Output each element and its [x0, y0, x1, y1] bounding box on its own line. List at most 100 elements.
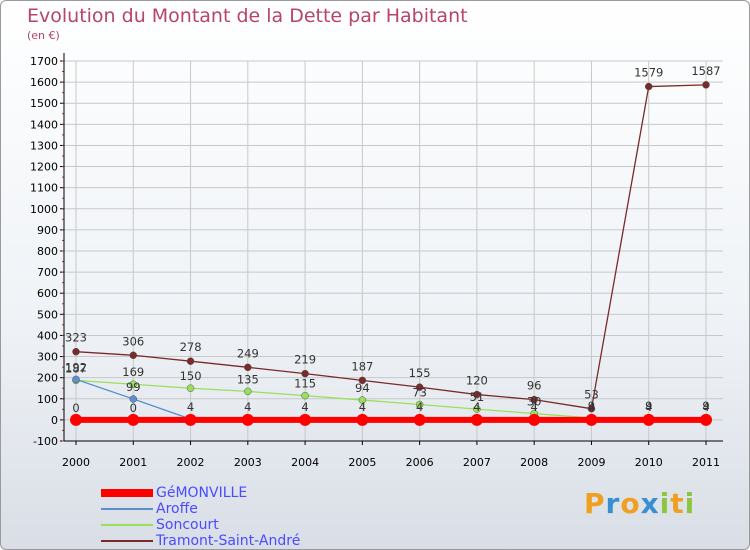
y-tick-label: 500 [37, 308, 58, 321]
data-point [301, 369, 309, 378]
data-point [702, 81, 710, 89]
data-point [358, 376, 367, 385]
data-label: 1587 [691, 64, 720, 78]
data-label: 187 [351, 359, 373, 373]
y-tick-label: 900 [37, 224, 58, 237]
data-label: 53 [584, 388, 599, 402]
data-point [585, 413, 598, 426]
data-label: 96 [527, 379, 542, 393]
y-tick-label: 600 [37, 287, 58, 300]
x-tick-label: 2002 [177, 456, 205, 469]
y-tick-label: 0 [51, 414, 58, 427]
y-tick-label: 200 [37, 372, 58, 385]
data-point [356, 413, 369, 426]
legend-swatch [101, 524, 153, 526]
data-label: 278 [180, 340, 202, 354]
legend-item: GéMONVILLE [101, 485, 300, 501]
y-tick-label: 700 [37, 266, 58, 279]
data-label: 0 [72, 401, 79, 415]
legend-label: Tramont-Saint-André [156, 533, 301, 549]
data-label: 0 [130, 401, 137, 415]
data-label: 4 [416, 400, 423, 414]
y-tick-label: 1300 [30, 139, 58, 152]
data-label: 9 [645, 399, 652, 413]
data-point [530, 395, 538, 404]
y-tick-label: 1200 [30, 161, 58, 174]
data-label: 120 [466, 374, 488, 388]
data-label: 219 [294, 353, 316, 367]
data-label: 155 [409, 366, 431, 380]
data-label: 249 [237, 346, 259, 360]
data-point [415, 383, 424, 391]
series-line [75, 84, 707, 410]
x-tick-label: 2000 [62, 456, 90, 469]
data-point [186, 357, 195, 365]
legend-item: Soncourt [101, 517, 300, 533]
data-point [129, 380, 138, 388]
chart-legend: GéMONVILLE Aroffe Soncourt Tramont-Saint-An… [101, 485, 300, 549]
y-tick-label: 1700 [30, 55, 58, 68]
legend-swatch [101, 508, 153, 510]
chart-subtitle: (en €) [27, 29, 60, 42]
y-tick-label: 1000 [30, 203, 58, 216]
data-point [587, 404, 596, 413]
data-point [129, 351, 138, 360]
y-tick-label: 400 [37, 329, 58, 342]
data-point [127, 413, 140, 426]
legend-label: Soncourt [156, 517, 219, 533]
data-point [700, 413, 712, 426]
data-label: 187 [65, 361, 87, 375]
data-point [473, 390, 481, 399]
data-label: 150 [180, 369, 202, 383]
data-point [244, 363, 252, 372]
x-tick-label: 2004 [291, 456, 319, 469]
data-point [129, 395, 138, 403]
data-label: 135 [237, 372, 259, 386]
data-label: 4 [531, 400, 538, 414]
data-label: 4 [244, 400, 251, 414]
data-point [72, 347, 80, 356]
x-tick-label: 2010 [635, 456, 663, 469]
data-point [70, 413, 82, 426]
data-label: 306 [122, 334, 144, 348]
data-label: 4 [301, 400, 308, 414]
x-tick-label: 2009 [577, 456, 605, 469]
legend-swatch [101, 489, 153, 497]
data-point [241, 413, 254, 426]
y-tick-label: -100 [33, 435, 58, 448]
data-label: 4 [359, 400, 366, 414]
data-point [244, 387, 252, 396]
y-tick-label: 1400 [30, 118, 58, 131]
data-point [415, 400, 424, 409]
y-tick-label: 1100 [30, 182, 58, 195]
x-tick-label: 2006 [406, 456, 434, 469]
data-label: 192 [65, 360, 87, 374]
data-point [72, 375, 80, 384]
y-tick-label: 1500 [30, 97, 58, 110]
data-point [473, 405, 481, 413]
data-label: 9 [702, 399, 709, 413]
data-label: 4 [702, 400, 709, 414]
data-label: 169 [122, 365, 144, 379]
data-point [301, 391, 309, 400]
legend-item: Tramont-Saint-André [101, 533, 300, 549]
data-point [642, 413, 655, 426]
data-label: 4 [473, 400, 480, 414]
data-label: 115 [294, 377, 316, 391]
data-label: 73 [412, 385, 427, 399]
x-tick-label: 2001 [119, 456, 147, 469]
chart-title: Evolution du Montant de la Dette par Hab… [27, 5, 468, 27]
legend-item: Aroffe [101, 501, 300, 517]
y-tick-label: 800 [37, 245, 58, 258]
y-tick-label: 300 [37, 351, 58, 364]
data-point [299, 413, 312, 426]
y-tick-label: 100 [37, 393, 58, 406]
data-label: 94 [355, 381, 370, 395]
data-point [413, 413, 426, 426]
data-label: 9 [588, 399, 595, 413]
data-point [470, 413, 483, 426]
data-label: 323 [65, 331, 87, 345]
legend-label: Aroffe [156, 501, 198, 517]
